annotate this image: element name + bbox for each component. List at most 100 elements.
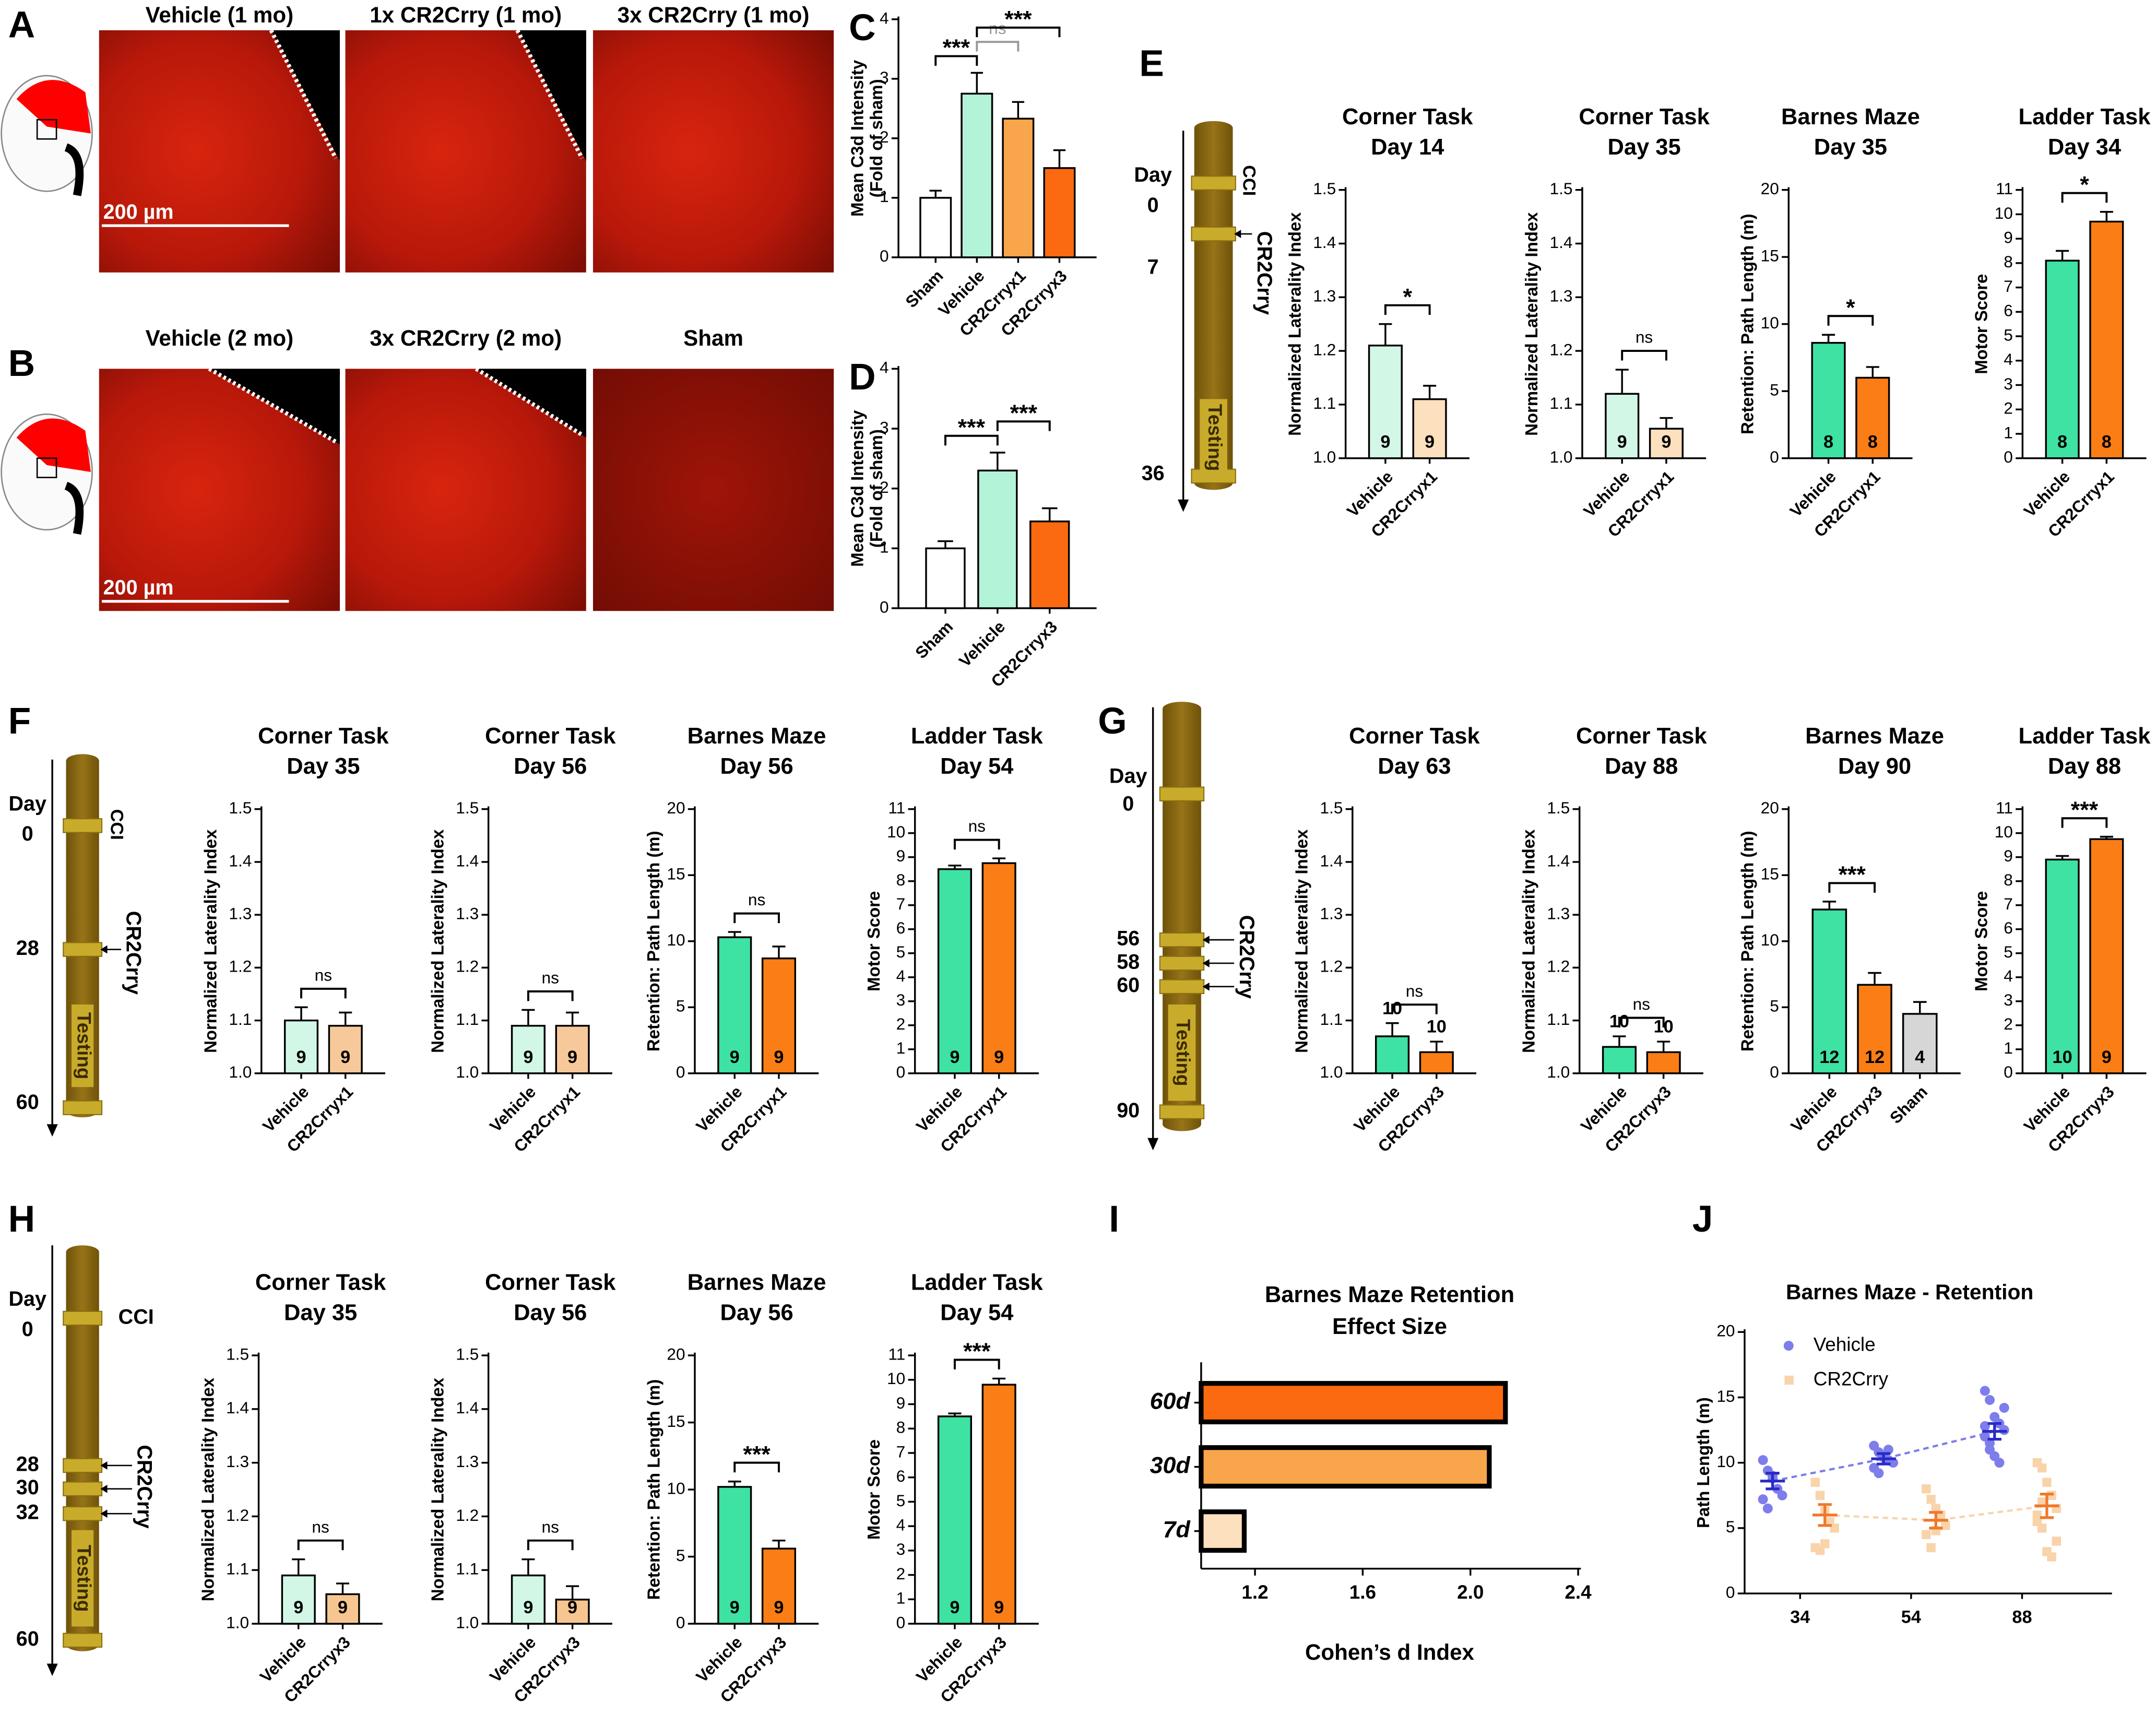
bar (1002, 117, 1035, 258)
y-tick-label: 4 (2004, 350, 2013, 369)
sample-size: 9 (1617, 432, 1627, 452)
testing-box (72, 1530, 94, 1627)
point (1994, 1458, 2005, 1468)
y-tick-label: 1.5 (1547, 798, 1570, 817)
significance-bracket (934, 55, 978, 66)
bar (283, 1019, 319, 1074)
y-tick-label: 2 (896, 1564, 906, 1583)
y-axis-label: Normalized Laterality Index (201, 829, 220, 1053)
y-tick-label: 1.2 (1550, 340, 1573, 359)
sample-size: 9 (338, 1598, 348, 1617)
y-tick-label: 5 (896, 1491, 906, 1510)
bar (981, 1384, 1016, 1625)
y-tick-label: 20 (667, 1344, 685, 1363)
treatment-label: CR2Crry (133, 1445, 156, 1528)
point (1922, 1484, 1931, 1494)
error-bar (1821, 334, 1835, 343)
chart-title: Corner Task (1579, 104, 1710, 129)
day-label: 60 (16, 1627, 39, 1650)
panel-label: D (849, 357, 875, 398)
error-bar (1385, 1022, 1399, 1036)
y-tick-label: 8 (2004, 252, 2013, 271)
y-tick-label: 1.0 (1550, 447, 1573, 466)
y-tick-label: 2 (2004, 399, 2013, 418)
sample-size: 8 (1868, 432, 1878, 452)
sample-size: 9 (950, 1047, 959, 1067)
day-label: 58 (1117, 950, 1140, 973)
micrograph (593, 30, 834, 273)
y-tick-label: 1.3 (456, 1452, 479, 1471)
panel-label: C (849, 7, 875, 49)
day-label: 30 (16, 1476, 39, 1499)
y-tick-label: 1.0 (456, 1613, 479, 1632)
y-tick-label: 6 (2004, 301, 2013, 320)
error-bar (1615, 369, 1629, 394)
error-bar (1041, 507, 1058, 522)
timeline-tube (1194, 121, 1233, 490)
chart-title: Corner Task (1576, 724, 1707, 749)
y-tick-label: 9 (896, 1393, 906, 1412)
bar (511, 1574, 546, 1625)
treatment-arrowhead (100, 1509, 108, 1518)
error-bar (990, 452, 1005, 471)
y-tick-label: 1.2 (456, 1506, 479, 1525)
y-axis-label: Normalized Laterality Index (1285, 212, 1304, 436)
image-label: 3x CR2Crry (2 mo) (370, 326, 562, 350)
sample-size: 9 (296, 1047, 306, 1067)
bar (981, 862, 1016, 1074)
panel-label: H (8, 1199, 35, 1240)
y-tick-label: 1.5 (1550, 179, 1573, 198)
significance-bracket (953, 838, 1000, 850)
y-tick-label: 1.5 (456, 798, 479, 817)
significance-label: ns (1633, 995, 1650, 1013)
error-bar (728, 1480, 741, 1487)
chart-title: Barnes Maze (688, 724, 826, 749)
chart-title: Corner Task (258, 724, 389, 749)
y-axis-label: Path Length (m) (1693, 1397, 1713, 1528)
y-tick-label: 0 (880, 246, 889, 265)
y-tick-label: 20 (1761, 179, 1779, 198)
day-word: Day (8, 1287, 46, 1310)
bar (937, 1415, 972, 1625)
significance-label: * (1403, 283, 1413, 310)
y-tick-label: 4 (880, 8, 889, 27)
chart-title: Day 35 (1814, 135, 1887, 160)
sample-size: 9 (730, 1047, 740, 1067)
day-label: 28 (16, 1452, 39, 1475)
chart-title: Day 54 (940, 1300, 1013, 1325)
y-tick-label: 10 (667, 930, 685, 949)
y-tick-label: 6 (2004, 918, 2013, 937)
error-bar (2056, 855, 2069, 860)
significance-bracket (297, 1539, 344, 1551)
y-tick-label: 3 (880, 68, 889, 87)
significance-bracket (2061, 817, 2108, 828)
sample-size: 9 (523, 1598, 533, 1617)
y-tick-label: 1.1 (1547, 1010, 1570, 1029)
error-bar (1913, 1001, 1927, 1014)
error-bar (1053, 149, 1066, 168)
testing-label: Testing (73, 1012, 94, 1079)
significance-bracket (1384, 304, 1431, 315)
point (2032, 1517, 2042, 1527)
edge-marker (269, 29, 338, 159)
timeline-band (1159, 979, 1205, 994)
point (1985, 1395, 1995, 1405)
x-tick-label: Sham (911, 617, 956, 662)
error-bar (728, 931, 741, 938)
y-tick-label: 5 (1770, 381, 1779, 399)
x-tick-label: Sham (1886, 1082, 1931, 1127)
sample-size: 8 (1823, 432, 1833, 452)
chart-title: Barnes Maze (1781, 104, 1920, 129)
y-tick-label: 8 (896, 1418, 906, 1437)
chart-title: Day 88 (2048, 754, 2121, 779)
y-tick-label: 5 (1726, 1517, 1735, 1536)
y-tick-label: 7 (896, 894, 906, 913)
y-tick-label: 1 (2004, 423, 2013, 442)
y-axis-label: Motor Score (864, 891, 883, 991)
y-axis-label: Normalized Laterality Index (198, 1377, 217, 1601)
y-tick-label: 6 (896, 1467, 906, 1485)
error-bar (294, 1006, 308, 1021)
significance-bracket (300, 987, 347, 999)
treatment-arrowhead (1234, 230, 1241, 238)
point (1999, 1403, 2009, 1413)
